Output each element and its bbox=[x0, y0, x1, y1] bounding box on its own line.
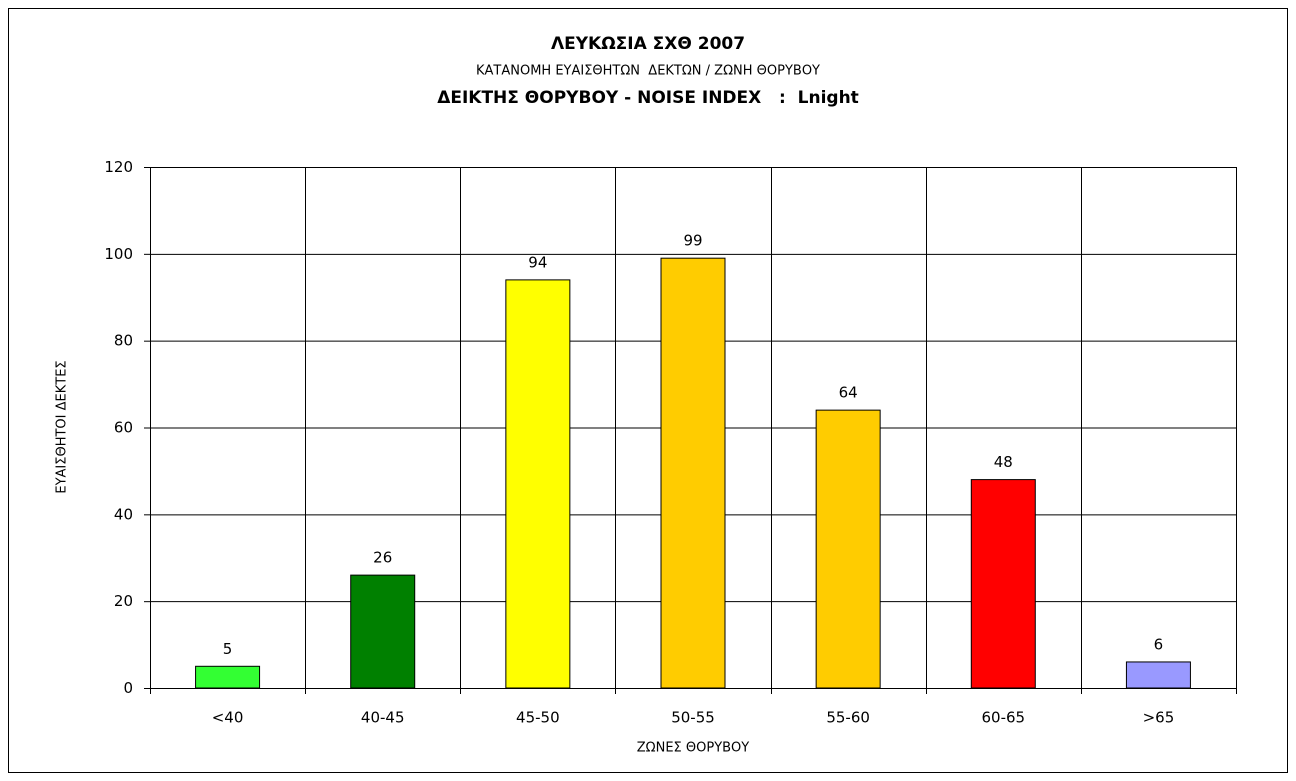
chart-border bbox=[8, 8, 1288, 773]
chart-subtitle: ΚΑΤΑΝΟΜΗ ΕΥΑΙΣΘΗΤΩΝ ΔΕΚΤΩΝ / ΖΩΝΗ ΘΟΡΥΒΟ… bbox=[476, 64, 820, 79]
y-tick-label: 80 bbox=[114, 332, 133, 350]
x-axis-label: ΖΩΝΕΣ ΘΟΡΥΒΟΥ bbox=[637, 741, 750, 756]
bar bbox=[660, 257, 726, 689]
y-tick-label: 0 bbox=[123, 679, 133, 697]
data-label: 48 bbox=[994, 453, 1013, 471]
data-label: 94 bbox=[528, 253, 547, 271]
x-tick-label: <40 bbox=[212, 709, 244, 727]
bar bbox=[815, 409, 881, 689]
data-label: 6 bbox=[1154, 635, 1164, 653]
y-tick-label: 100 bbox=[104, 245, 133, 263]
bar bbox=[195, 665, 261, 689]
data-label: 64 bbox=[839, 384, 858, 402]
x-tick-label: 45-50 bbox=[516, 709, 560, 727]
data-label: 5 bbox=[223, 640, 233, 658]
x-tick-label: 60-65 bbox=[981, 709, 1025, 727]
x-tick-label: 50-55 bbox=[671, 709, 715, 727]
y-axis-label: ΕΥΑΙΣΘΗΤΟΙ ΔΕΚΤΕΣ bbox=[55, 360, 70, 493]
bar bbox=[1125, 661, 1191, 689]
y-tick-label: 60 bbox=[114, 419, 133, 437]
data-label: 26 bbox=[373, 549, 392, 567]
y-tick-label: 20 bbox=[114, 592, 133, 610]
chart-subtitle: ΔΕΙΚΤΗΣ ΘΟΡΥΒΟΥ - NOISE INDEX : Lnight bbox=[437, 88, 859, 108]
bar bbox=[350, 574, 416, 689]
bar bbox=[970, 479, 1036, 689]
bar bbox=[505, 279, 571, 689]
y-tick-label: 120 bbox=[104, 158, 133, 176]
y-tick-label: 40 bbox=[114, 505, 133, 523]
x-tick-label: 40-45 bbox=[361, 709, 405, 727]
data-label: 99 bbox=[683, 232, 702, 250]
chart-title: ΛΕΥΚΩΣΙΑ ΣΧΘ 2007 bbox=[551, 34, 745, 54]
x-tick-label: 55-60 bbox=[826, 709, 870, 727]
x-tick-label: >65 bbox=[1143, 709, 1175, 727]
